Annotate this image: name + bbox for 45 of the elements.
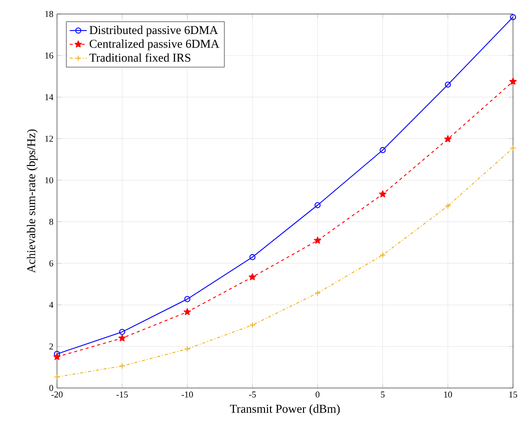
point (314, 290, 321, 296)
x-axis-title: Transmit Power (dBm) (230, 404, 340, 416)
point (314, 202, 321, 208)
point (444, 82, 451, 88)
point (54, 374, 60, 380)
x-tick-label: 10 (444, 392, 452, 398)
y-tick-label: 10 (45, 177, 54, 184)
y-tick-label: 14 (45, 94, 54, 100)
y-tick-label: 16 (45, 52, 54, 59)
y-tick-label: 2 (49, 343, 53, 350)
y-tick-label: 0 (49, 384, 54, 392)
x-tick-label: -5 (249, 392, 256, 398)
point (380, 252, 386, 258)
point (509, 78, 517, 85)
legend-label: Traditional fixed IRS (89, 53, 190, 62)
point (119, 328, 126, 335)
x-tick-label: 0 (316, 392, 320, 398)
point (444, 202, 451, 210)
legend-label: Distributed passive 6DMA (90, 26, 218, 37)
y-tick-label: 18 (45, 10, 54, 18)
y-tick-label: 6 (49, 260, 54, 266)
point (510, 144, 516, 152)
x-tick-label: 15 (509, 392, 518, 398)
point (184, 296, 190, 302)
x-tick-label: -20 (51, 392, 63, 398)
point (118, 334, 126, 342)
legend-label: Centralized passive 6DMA (90, 39, 220, 50)
point (379, 190, 386, 198)
y-tick-label: 8 (49, 218, 54, 225)
point (248, 273, 256, 280)
point (184, 308, 191, 316)
point (444, 135, 452, 142)
y-tick-label: 12 (45, 136, 53, 142)
point (249, 322, 256, 328)
point (184, 346, 190, 352)
point (314, 236, 322, 244)
point (119, 362, 126, 370)
point (249, 254, 256, 260)
x-tick-label: -15 (116, 392, 128, 398)
point (53, 353, 61, 360)
y-tick-label: 4 (49, 302, 54, 308)
point (380, 147, 386, 154)
x-tick-label: 5 (380, 392, 385, 398)
y-axis-title: Achievable sum-rate (bps/Hz) (26, 129, 38, 273)
x-tick-label: -10 (182, 392, 193, 398)
